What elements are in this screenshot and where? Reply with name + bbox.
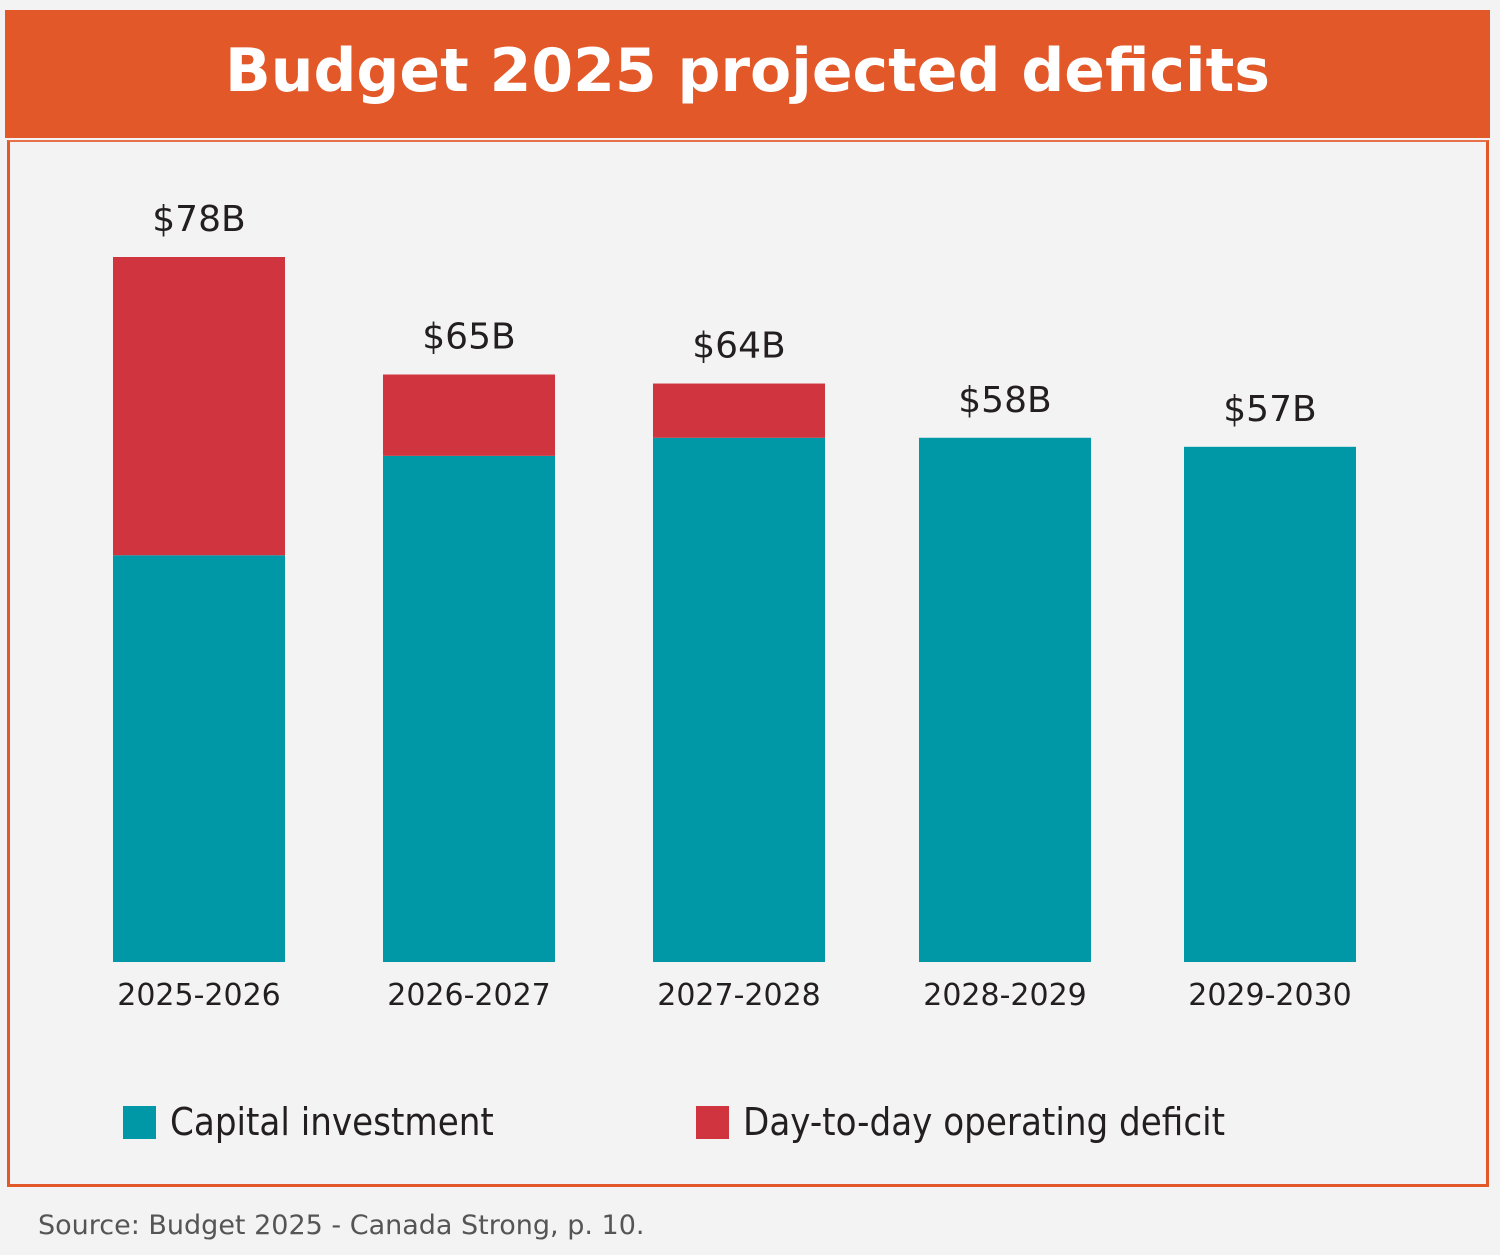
bar-operating-2026-2027 <box>383 374 555 456</box>
bar-capital-2025-2026 <box>113 555 285 962</box>
bar-operating-2027-2028 <box>653 383 825 438</box>
bar-capital-2026-2027 <box>383 455 555 962</box>
source-note: Source: Budget 2025 - Canada Strong, p. … <box>38 1210 645 1241</box>
bar-capital-2027-2028 <box>653 437 825 962</box>
x-tick-label: 2028-2029 <box>923 978 1087 1013</box>
bar-operating-2025-2026 <box>113 257 285 556</box>
x-tick-label: 2027-2028 <box>657 978 821 1013</box>
data-label-total: $64B <box>692 326 785 367</box>
legend-item-capital: Capital investment <box>123 1100 494 1144</box>
legend-item-operating: Day-to-day operating deficit <box>696 1100 1225 1144</box>
x-tick-label: 2029-2030 <box>1188 978 1352 1013</box>
data-label-total: $57B <box>1223 389 1316 430</box>
x-tick-label: 2025-2026 <box>117 978 281 1013</box>
legend-swatch-capital <box>123 1105 156 1139</box>
legend-swatch-operating <box>696 1105 729 1139</box>
bar-capital-2028-2029 <box>919 437 1091 962</box>
legend-label-operating: Day-to-day operating deficit <box>743 1100 1226 1144</box>
data-label-total: $78B <box>152 199 245 240</box>
chart-title: Budget 2025 projected deficits <box>225 36 1270 106</box>
chart-header: Budget 2025 projected deficits <box>5 10 1490 138</box>
data-label-total: $65B <box>422 317 515 358</box>
bar-chart: $78B 2025-2026 $65B 2026-2027 $64B 2027-2028 $… <box>113 199 1356 1013</box>
data-label-total: $58B <box>958 380 1051 421</box>
bar-capital-2029-2030 <box>1184 446 1356 962</box>
legend-label-capital: Capital investment <box>170 1100 494 1144</box>
x-tick-label: 2026-2027 <box>387 978 551 1013</box>
legend: Capital investment Day-to-day operating … <box>0 1100 1500 1150</box>
